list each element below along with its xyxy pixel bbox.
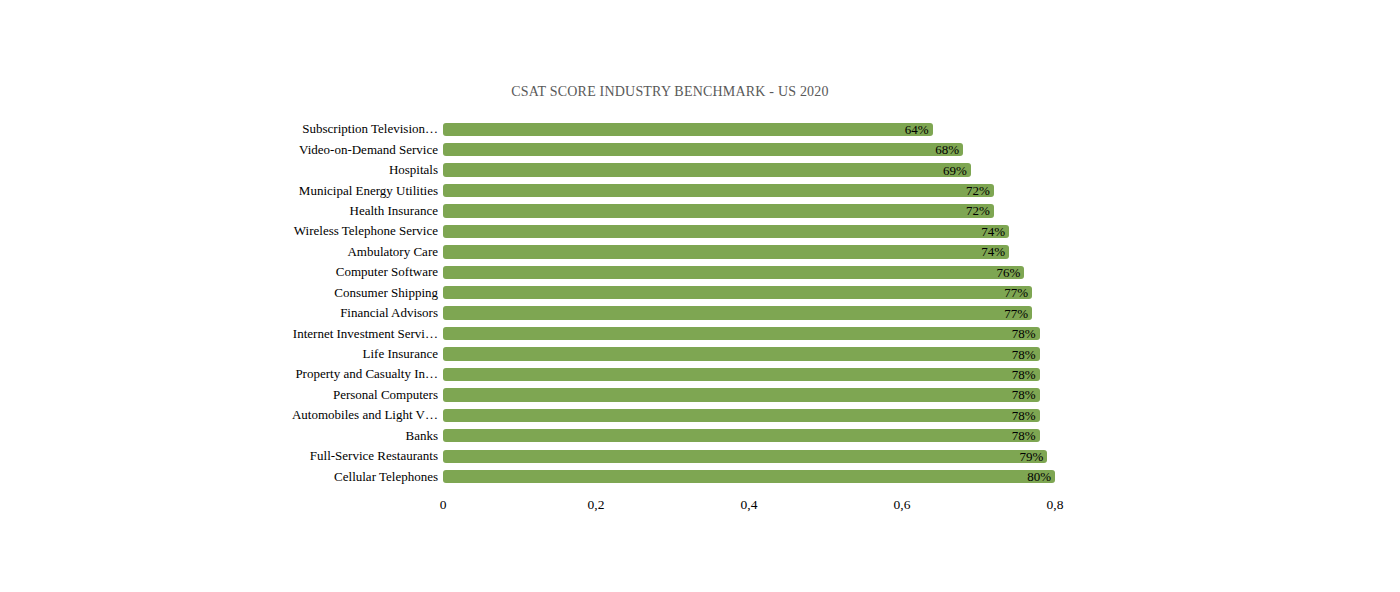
category-label: Automobiles and Light V…: [0, 407, 443, 423]
bar-value-label: 78%: [1012, 388, 1040, 401]
table-row: Internet Investment Servi… 78%: [0, 323, 1400, 343]
bar-value-label: 78%: [1012, 429, 1040, 442]
bar-value-label: 79%: [1020, 450, 1048, 463]
category-label: Property and Casualty In…: [0, 366, 443, 382]
category-label: Personal Computers: [0, 387, 443, 403]
bar: 80%: [443, 470, 1055, 483]
table-row: Life Insurance 78%: [0, 344, 1400, 364]
category-label: Computer Software: [0, 264, 443, 280]
bar: 79%: [443, 450, 1047, 463]
category-label: Banks: [0, 428, 443, 444]
category-label: Life Insurance: [0, 346, 443, 362]
bar-value-label: 69%: [943, 164, 971, 177]
table-row: Wireless Telephone Service 74%: [0, 221, 1400, 241]
bar-value-label: 72%: [966, 184, 994, 197]
category-label: Consumer Shipping: [0, 285, 443, 301]
bar: 74%: [443, 245, 1009, 258]
csat-benchmark-chart: CSAT SCORE INDUSTRY BENCHMARK - US 2020 …: [0, 0, 1400, 592]
bar-value-label: 72%: [966, 204, 994, 217]
table-row: Consumer Shipping 77%: [0, 283, 1400, 303]
bar-value-label: 74%: [981, 245, 1009, 258]
table-row: Hospitals 69%: [0, 160, 1400, 180]
bar: 68%: [443, 143, 963, 156]
bar-value-label: 80%: [1027, 470, 1055, 483]
table-row: Banks 78%: [0, 426, 1400, 446]
table-row: Ambulatory Care 74%: [0, 242, 1400, 262]
x-axis-tick-label: 0: [440, 497, 447, 513]
bar: 78%: [443, 409, 1040, 422]
table-row: Financial Advisors 77%: [0, 303, 1400, 323]
table-row: Full-Service Restaurants 79%: [0, 446, 1400, 466]
bar: 69%: [443, 163, 971, 176]
bar: 78%: [443, 327, 1040, 340]
x-axis-tick-label: 0,8: [1047, 497, 1064, 513]
bar: 72%: [443, 184, 994, 197]
table-row: Property and Casualty In… 78%: [0, 364, 1400, 384]
chart-title: CSAT SCORE INDUSTRY BENCHMARK - US 2020: [285, 84, 1055, 100]
category-label: Hospitals: [0, 162, 443, 178]
bar: 78%: [443, 429, 1040, 442]
bar-value-label: 78%: [1012, 348, 1040, 361]
bar-value-label: 78%: [1012, 327, 1040, 340]
bar-value-label: 77%: [1004, 286, 1032, 299]
category-label: Health Insurance: [0, 203, 443, 219]
table-row: Municipal Energy Utilities 72%: [0, 180, 1400, 200]
bar: 74%: [443, 225, 1009, 238]
bar-value-label: 68%: [935, 143, 963, 156]
bar-value-label: 78%: [1012, 409, 1040, 422]
table-row: Personal Computers 78%: [0, 385, 1400, 405]
category-label: Municipal Energy Utilities: [0, 183, 443, 199]
table-row: Health Insurance 72%: [0, 201, 1400, 221]
bar-value-label: 64%: [905, 123, 933, 136]
category-label: Ambulatory Care: [0, 244, 443, 260]
category-label: Full-Service Restaurants: [0, 448, 443, 464]
bar: 77%: [443, 286, 1032, 299]
bar: 72%: [443, 204, 994, 217]
bar-value-label: 78%: [1012, 368, 1040, 381]
bar: 76%: [443, 266, 1024, 279]
category-label: Financial Advisors: [0, 305, 443, 321]
category-label: Wireless Telephone Service: [0, 223, 443, 239]
bar: 64%: [443, 123, 933, 136]
x-axis: 0 0,2 0,4 0,6 0,8: [0, 497, 1400, 515]
x-axis-tick-label: 0,4: [741, 497, 758, 513]
category-label: Cellular Telephones: [0, 469, 443, 485]
table-row: Computer Software 76%: [0, 262, 1400, 282]
bar: 77%: [443, 306, 1032, 319]
category-label: Subscription Television…: [0, 121, 443, 137]
category-label: Internet Investment Servi…: [0, 326, 443, 342]
bar-rows-container: Subscription Television… 64% Video-on-Dema…: [0, 119, 1400, 487]
bar: 78%: [443, 368, 1040, 381]
bar-value-label: 74%: [981, 225, 1009, 238]
table-row: Video-on-Demand Service 68%: [0, 139, 1400, 159]
x-axis-tick-label: 0,2: [588, 497, 605, 513]
table-row: Subscription Television… 64%: [0, 119, 1400, 139]
table-row: Automobiles and Light V… 78%: [0, 405, 1400, 425]
bar: 78%: [443, 388, 1040, 401]
table-row: Cellular Telephones 80%: [0, 466, 1400, 486]
bar: 78%: [443, 347, 1040, 360]
category-label: Video-on-Demand Service: [0, 142, 443, 158]
x-axis-tick-label: 0,6: [894, 497, 911, 513]
bar-value-label: 77%: [1004, 307, 1032, 320]
bar-value-label: 76%: [997, 266, 1025, 279]
